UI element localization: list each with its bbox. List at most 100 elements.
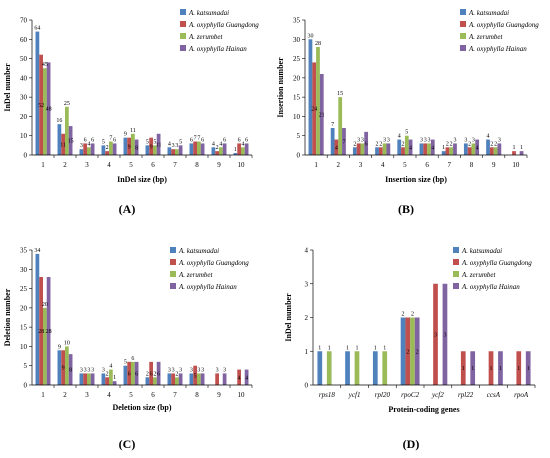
bar [145,377,150,385]
bar [57,350,62,385]
bar [338,97,343,155]
data-label: 2 [450,141,453,147]
data-label: 3 [361,137,364,143]
bar [386,143,391,155]
y-tick-label: 1 [305,348,309,356]
bar [342,128,346,155]
x-tick-label: 7 [448,161,452,169]
y-tick-label: 25 [293,55,301,63]
bar [178,145,183,155]
bar [463,143,468,155]
bar [109,369,113,385]
bar [200,143,205,155]
bar [123,365,128,385]
y-tick-label: 70 [20,17,28,25]
x-tick-label: ccsA [487,391,501,399]
x-tick-label: 6 [151,391,155,399]
legend-label: A. zerumbet [188,33,223,41]
data-label: 1 [471,366,474,372]
y-axis-title: Insertion number [276,57,285,118]
y-tick-label: 0 [24,382,28,390]
y-tick-label: 60 [20,36,28,44]
caption-a: (A) [118,202,136,216]
bar [178,373,183,385]
bar [316,47,320,155]
data-label: 4 [168,141,171,147]
legend-label: A. oxyphylla Guangdong [188,21,259,29]
data-label: 2 [146,371,149,377]
bar [39,54,43,155]
y-tick-label: 5 [297,132,301,140]
data-label: 5 [194,373,197,379]
data-label: 9 [124,132,127,138]
bar [101,145,106,155]
bar [175,149,179,155]
bar [211,147,216,155]
bar [156,361,161,385]
data-label: 24 [311,107,317,113]
bar [423,143,428,155]
bar [445,147,450,155]
data-label: 48 [46,107,52,113]
data-label: 2 [402,312,405,318]
bar [189,143,194,155]
x-tick-label: 10 [238,161,246,169]
bar [244,143,249,155]
legend-swatch [460,21,466,27]
legend-label: A. katsumadai [461,247,502,255]
bar [475,139,480,155]
legend-swatch [460,45,466,51]
x-axis-title: Insertion size (bp) [385,175,447,184]
data-label: 4 [109,364,112,370]
x-tick-label: 1 [41,161,45,169]
bar [134,361,139,385]
data-label: 11 [60,142,66,148]
bar [87,373,91,385]
bar [308,39,313,155]
data-label: 1 [490,366,493,372]
bar [35,253,40,385]
bar [419,143,424,155]
data-label: 1 [328,345,331,351]
y-tick-label: 25 [20,285,28,293]
data-label: 5 [153,139,156,145]
data-label: 3 [357,137,360,143]
x-tick-label: 7 [173,161,177,169]
data-label: 9 [62,366,65,372]
bar [200,373,205,385]
bar [171,373,175,385]
data-label: 2 [376,141,379,147]
data-label: 1 [499,366,502,372]
x-tick-label: rpoA [514,391,529,399]
data-label: 3 [172,367,175,373]
x-tick-label: 10 [512,161,520,169]
data-label: 5 [102,139,105,145]
data-label: 6 [131,356,134,362]
data-label: 2 [153,371,156,377]
y-axis-title: InDel number [3,63,12,112]
data-label: 3 [168,367,171,373]
x-tick-label: 5 [129,391,133,399]
data-label: 3 [420,137,423,143]
bar [83,143,87,155]
x-axis-title: Deletion size (bp) [112,403,171,412]
caption-d: (D) [402,437,420,451]
x-tick-label: 9 [217,391,221,399]
bar [222,143,227,155]
data-label: 6 [150,371,153,377]
data-label: 7 [194,136,197,142]
legend-label: A. katsumadai [178,247,219,255]
data-label: 3 [427,137,430,143]
legend-label: A. zerumbet [468,33,503,41]
bar [512,151,516,155]
bar [145,145,150,155]
bar [189,373,194,385]
data-label: 6 [190,137,193,143]
bar [61,350,65,385]
bar [317,351,323,385]
bar [79,149,84,155]
data-label: 16 [56,118,62,124]
bar [378,147,383,155]
data-label: 28 [46,329,52,335]
